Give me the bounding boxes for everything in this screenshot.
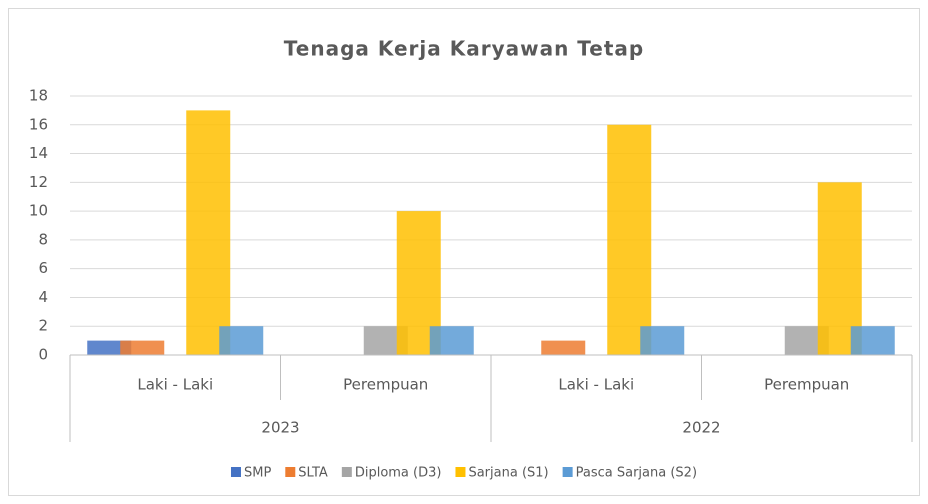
y-tick-label: 2 bbox=[38, 317, 48, 335]
y-tick-label: 18 bbox=[29, 87, 48, 105]
y-tick-label: 16 bbox=[29, 115, 48, 133]
legend-label: Diploma (D3) bbox=[355, 466, 442, 481]
legend-label: SMP bbox=[244, 466, 271, 481]
y-tick-label: 8 bbox=[38, 230, 48, 248]
bar bbox=[850, 326, 895, 355]
x-tick-label: Perempuan bbox=[764, 376, 849, 394]
y-tick-label: 10 bbox=[29, 202, 48, 220]
y-tick-label: 4 bbox=[38, 288, 48, 306]
y-tick-label: 12 bbox=[29, 173, 48, 191]
x-group-label: 2022 bbox=[682, 419, 720, 437]
bar bbox=[607, 124, 652, 356]
x-tick-label: Laki - Laki bbox=[558, 376, 634, 394]
legend-swatch bbox=[562, 467, 573, 477]
bar bbox=[219, 326, 264, 355]
x-tick-label: Laki - Laki bbox=[137, 376, 213, 394]
y-tick-label: 14 bbox=[29, 144, 48, 162]
legend-label: Sarjana (S1) bbox=[468, 466, 548, 481]
bar bbox=[640, 326, 685, 355]
bar bbox=[120, 340, 165, 355]
x-tick-label: Perempuan bbox=[343, 376, 428, 394]
legend-label: SLTA bbox=[298, 466, 328, 481]
y-tick-label: 6 bbox=[38, 259, 48, 277]
legend-swatch bbox=[285, 467, 296, 477]
legend-swatch bbox=[455, 467, 466, 477]
x-group-label: 2023 bbox=[261, 419, 299, 437]
y-tick-label: 0 bbox=[38, 346, 48, 364]
chart-title: Tenaga Kerja Karyawan Tetap bbox=[284, 37, 644, 61]
bar bbox=[541, 340, 586, 355]
bar bbox=[429, 326, 474, 355]
bar bbox=[186, 110, 231, 355]
legend-label: Pasca Sarjana (S2) bbox=[576, 466, 697, 481]
legend-swatch bbox=[341, 467, 352, 477]
chart-border bbox=[8, 8, 920, 496]
legend-swatch bbox=[230, 467, 241, 477]
